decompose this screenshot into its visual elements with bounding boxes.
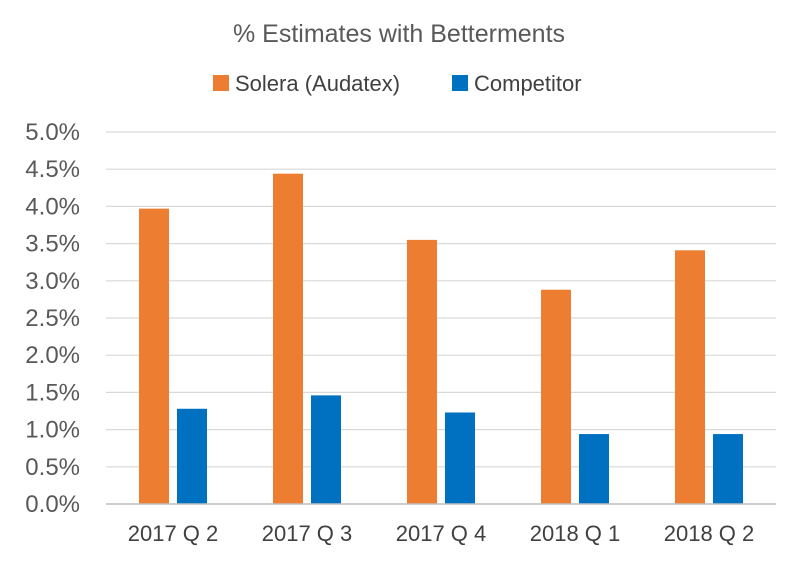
y-tick-label: 3.5% (25, 231, 80, 258)
y-tick-label: 0.0% (25, 491, 80, 518)
y-tick-label: 4.0% (25, 193, 80, 220)
y-tick-label: 1.0% (25, 417, 80, 444)
bar-solera-4 (541, 289, 571, 504)
bar-solera-5 (675, 250, 705, 504)
legend: Solera (Audatex) Competitor (213, 71, 582, 96)
y-tick-label: 3.0% (25, 268, 80, 295)
legend-label-solera: Solera (Audatex) (235, 71, 400, 96)
bar-competitor-2 (311, 395, 341, 504)
bar-competitor-1 (177, 408, 207, 504)
x-tick-label: 2017 Q 4 (396, 521, 487, 546)
y-tick-label: 4.5% (25, 156, 80, 183)
x-tick-label: 2018 Q 1 (530, 521, 621, 546)
x-tick-label: 2017 Q 3 (262, 521, 353, 546)
x-tick-label: 2018 Q 2 (664, 521, 755, 546)
x-axis-ticks: 2017 Q 2 2017 Q 3 2017 Q 4 2018 Q 1 2018 Q 2 (128, 521, 755, 546)
bar-solera-2 (273, 173, 303, 504)
bar-competitor-3 (445, 412, 475, 504)
bar-competitor-4 (579, 434, 609, 504)
bar-solera-1 (139, 208, 169, 504)
bars (139, 173, 743, 504)
gridlines (106, 131, 776, 505)
y-tick-label: 5.0% (25, 119, 80, 146)
y-axis-ticks: 0.0% 0.5% 1.0% 1.5% 2.0% 2.5% 3.0% 3.5% 4.0% 4.5%… (25, 119, 80, 518)
bar-solera-3 (407, 239, 437, 504)
legend-label-competitor: Competitor (474, 71, 582, 96)
legend-swatch-competitor (452, 75, 468, 91)
legend-swatch-solera (213, 75, 229, 91)
chart-title: % Estimates with Betterments (233, 20, 565, 48)
bar-competitor-5 (713, 434, 743, 504)
y-tick-label: 2.5% (25, 305, 80, 332)
y-tick-label: 1.5% (25, 379, 80, 406)
y-tick-label: 0.5% (25, 454, 80, 481)
y-tick-label: 2.0% (25, 342, 80, 369)
x-tick-label: 2017 Q 2 (128, 521, 219, 546)
